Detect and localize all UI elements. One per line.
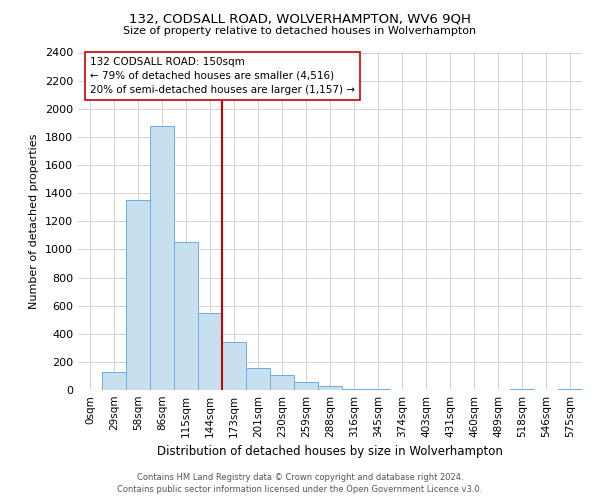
Bar — [174, 242, 198, 390]
Text: 132 CODSALL ROAD: 150sqm
← 79% of detached houses are smaller (4,516)
20% of sem: 132 CODSALL ROAD: 150sqm ← 79% of detach… — [90, 56, 355, 94]
Y-axis label: Number of detached properties: Number of detached properties — [29, 134, 40, 309]
Text: Contains HM Land Registry data © Crown copyright and database right 2024.
Contai: Contains HM Land Registry data © Crown c… — [118, 472, 482, 494]
Bar — [222, 342, 246, 390]
Bar — [198, 312, 222, 390]
Text: 132, CODSALL ROAD, WOLVERHAMPTON, WV6 9QH: 132, CODSALL ROAD, WOLVERHAMPTON, WV6 9Q… — [129, 12, 471, 26]
Bar — [126, 200, 150, 390]
Bar — [318, 386, 342, 390]
Bar — [294, 382, 318, 390]
Bar — [150, 126, 174, 390]
Bar — [102, 372, 126, 390]
Bar — [270, 374, 294, 390]
Bar — [246, 368, 270, 390]
Bar — [342, 388, 366, 390]
Text: Size of property relative to detached houses in Wolverhampton: Size of property relative to detached ho… — [124, 26, 476, 36]
X-axis label: Distribution of detached houses by size in Wolverhampton: Distribution of detached houses by size … — [157, 446, 503, 458]
